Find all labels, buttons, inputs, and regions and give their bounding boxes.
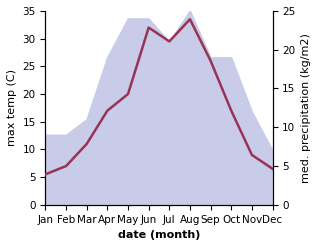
X-axis label: date (month): date (month) xyxy=(118,230,200,240)
Y-axis label: max temp (C): max temp (C) xyxy=(7,69,17,146)
Y-axis label: med. precipitation (kg/m2): med. precipitation (kg/m2) xyxy=(301,33,311,183)
